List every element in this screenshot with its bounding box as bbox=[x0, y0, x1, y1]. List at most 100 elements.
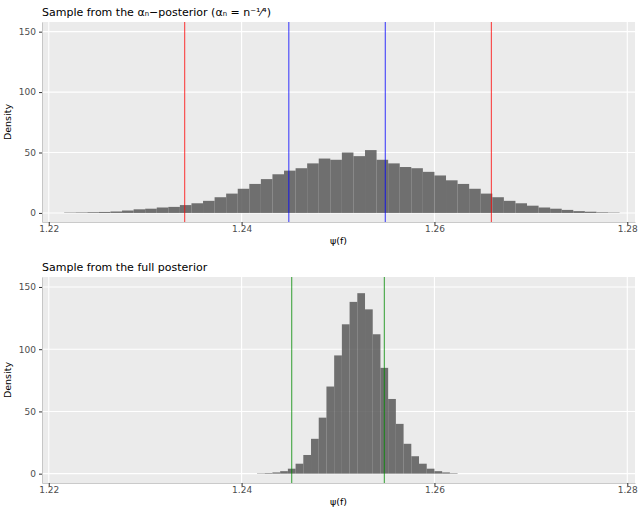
histogram-bar bbox=[342, 153, 354, 213]
histogram-bar bbox=[527, 206, 539, 213]
histogram-bar bbox=[226, 194, 238, 213]
tick-label: 150 bbox=[19, 27, 36, 37]
histogram-bar bbox=[450, 473, 458, 474]
histogram-bar bbox=[596, 212, 608, 214]
histogram-bar bbox=[350, 302, 358, 474]
histogram-bar bbox=[434, 175, 446, 212]
tick-label: 0 bbox=[30, 469, 36, 479]
tick-mark bbox=[39, 213, 42, 214]
histogram-bar bbox=[272, 472, 280, 473]
panel: 1.221.241.261.28050100150Sample from the… bbox=[2, 6, 638, 246]
tick-mark bbox=[39, 411, 42, 412]
tick-label: 1.26 bbox=[425, 485, 445, 495]
chart-title: Sample from the αₙ−posterior (αₙ = n⁻¹⁄⁴… bbox=[42, 6, 271, 19]
histogram-bar bbox=[353, 156, 365, 213]
tick-label: 1.22 bbox=[39, 485, 59, 495]
tick: 1.22 bbox=[39, 222, 59, 234]
reference-line bbox=[384, 277, 385, 483]
tick: 100 bbox=[19, 87, 42, 97]
histogram-bar bbox=[442, 472, 450, 473]
tick-mark bbox=[39, 92, 42, 93]
histogram-bar bbox=[122, 211, 134, 213]
histogram-bar bbox=[585, 212, 597, 213]
tick: 1.24 bbox=[232, 483, 252, 495]
histogram-bar bbox=[238, 189, 250, 213]
axis-line bbox=[42, 23, 43, 223]
histogram-bar bbox=[134, 209, 146, 213]
histogram-bar bbox=[400, 167, 412, 213]
histogram-bar bbox=[319, 418, 327, 474]
reference-line bbox=[288, 22, 289, 222]
histogram-bar bbox=[481, 194, 493, 213]
tick: 150 bbox=[19, 282, 42, 292]
histogram-bar bbox=[64, 212, 76, 213]
y-axis-title: Density bbox=[2, 362, 13, 398]
histogram-bar bbox=[608, 212, 620, 213]
tick: 100 bbox=[19, 345, 42, 355]
histogram-bar bbox=[515, 203, 527, 213]
histogram-bar bbox=[342, 324, 350, 473]
histogram-bar bbox=[215, 197, 227, 213]
grid-line bbox=[48, 277, 49, 483]
tick-mark bbox=[39, 153, 42, 154]
reference-line bbox=[385, 22, 386, 222]
histogram-bar bbox=[334, 355, 342, 473]
tick: 1.22 bbox=[39, 483, 59, 495]
x-axis-title: ψ(f) bbox=[330, 496, 347, 507]
histogram-bar bbox=[377, 160, 389, 213]
tick-label: 1.22 bbox=[39, 224, 59, 234]
reference-line bbox=[291, 277, 292, 483]
histogram-bar bbox=[458, 184, 470, 213]
plot-background bbox=[42, 22, 635, 222]
tick-mark bbox=[39, 287, 42, 288]
grid-line bbox=[42, 286, 635, 287]
tick: 0 bbox=[30, 469, 42, 479]
y-axis: 0 50 100 150 bbox=[19, 278, 43, 484]
histogram-bar bbox=[504, 201, 516, 213]
figure: 1.22 1.24 1.26 1.28 0 50 100 150 Sample from the… bbox=[0, 0, 640, 509]
reference-line bbox=[184, 22, 185, 222]
histogram-bar bbox=[311, 439, 319, 474]
tick-label: 1.26 bbox=[425, 224, 445, 234]
histogram-bar bbox=[261, 179, 273, 213]
histogram-bar bbox=[411, 456, 419, 473]
y-axis-title: Density bbox=[2, 104, 13, 140]
histogram-bar bbox=[296, 464, 304, 474]
histogram-bar bbox=[330, 160, 342, 213]
tick: 1.28 bbox=[618, 222, 638, 234]
histogram-bar bbox=[492, 197, 504, 213]
axis-line bbox=[43, 222, 636, 223]
histogram-bar bbox=[296, 168, 308, 213]
histogram-bar bbox=[284, 171, 296, 213]
histogram-bar bbox=[249, 184, 261, 213]
histogram-bar bbox=[446, 180, 458, 213]
histogram-bar bbox=[562, 210, 574, 213]
histogram-bar bbox=[326, 387, 334, 474]
reference-line bbox=[491, 22, 492, 222]
x-axis: 1.22 1.24 1.26 1.28 bbox=[39, 483, 638, 495]
histogram-bar bbox=[365, 150, 377, 213]
histogram-bar bbox=[365, 309, 373, 473]
tick: 150 bbox=[19, 27, 42, 37]
histogram-bar bbox=[423, 172, 435, 213]
tick-label: 50 bbox=[25, 407, 37, 417]
tick: 1.28 bbox=[618, 483, 638, 495]
tick: 0 bbox=[30, 208, 42, 218]
histogram-bar bbox=[550, 209, 562, 213]
marks bbox=[257, 277, 458, 483]
grid-line bbox=[627, 277, 628, 483]
histogram-bar bbox=[203, 201, 215, 213]
tick-label: 1.24 bbox=[232, 485, 252, 495]
histogram-bar bbox=[411, 168, 423, 213]
tick-mark bbox=[39, 32, 42, 33]
grid-line bbox=[42, 92, 635, 93]
histogram-bar bbox=[404, 444, 412, 474]
grid-line bbox=[434, 277, 435, 483]
tick-label: 1.28 bbox=[618, 224, 638, 234]
histogram-bar bbox=[191, 203, 203, 213]
histogram-bar bbox=[427, 469, 435, 474]
histogram-bar bbox=[357, 293, 365, 473]
tick: 1.26 bbox=[425, 222, 445, 234]
tick: 50 bbox=[25, 148, 42, 158]
tick-mark bbox=[39, 474, 42, 475]
